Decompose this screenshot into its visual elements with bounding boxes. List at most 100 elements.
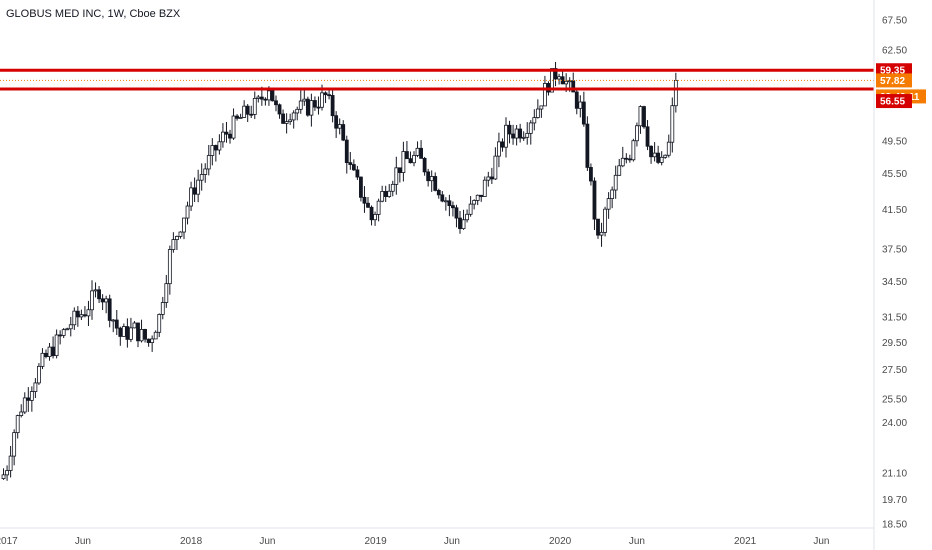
candle: [61, 328, 66, 339]
candle: [497, 132, 501, 168]
time-tick-label: 2017: [0, 536, 18, 547]
candle: [606, 192, 611, 219]
candle: [228, 129, 232, 144]
candle: [72, 307, 77, 330]
candle: [366, 196, 370, 208]
price-tick-label: 18.50: [882, 520, 907, 531]
candle: [415, 141, 420, 158]
candle: [631, 138, 636, 162]
candle: [93, 282, 98, 298]
candle: [504, 117, 508, 158]
candle: [284, 113, 289, 134]
candle: [479, 194, 484, 202]
candle: [348, 151, 353, 170]
candle: [344, 135, 349, 174]
candle: [383, 185, 388, 202]
candle: [578, 95, 583, 118]
candle: [489, 167, 494, 184]
candle: [203, 163, 208, 183]
candle: [454, 204, 459, 228]
candle: [511, 124, 515, 145]
candle: [351, 159, 356, 171]
candle: [224, 121, 229, 143]
candle: [458, 210, 462, 234]
candle: [617, 158, 622, 176]
candle: [656, 145, 661, 165]
candle: [22, 392, 27, 415]
candle: [518, 123, 523, 143]
candle: [139, 319, 144, 343]
candle: [65, 327, 70, 331]
svg-text:56.55: 56.55: [880, 97, 905, 108]
candle: [528, 120, 533, 145]
candle: [305, 96, 310, 117]
candle: [104, 295, 109, 314]
candle: [213, 144, 218, 162]
candle: [475, 194, 480, 206]
candle: [440, 191, 445, 203]
candle: [249, 105, 254, 119]
time-tick-label: 2021: [734, 536, 757, 547]
time-tick-label: Jun: [75, 536, 91, 547]
candle: [40, 348, 45, 370]
candle: [596, 218, 600, 239]
candle: [182, 217, 186, 240]
candle: [51, 336, 55, 359]
candle: [419, 140, 423, 159]
candle: [330, 88, 335, 123]
candle: [199, 163, 204, 191]
candle: [472, 199, 477, 210]
candle: [638, 105, 643, 134]
candle: [8, 445, 13, 478]
candle: [277, 103, 282, 119]
candle: [436, 188, 441, 199]
candle: [599, 222, 604, 247]
candle: [422, 156, 427, 176]
candle: [673, 72, 678, 113]
time-tick-label: 2020: [549, 536, 572, 547]
candle: [256, 94, 261, 103]
price-tick-label: 29.50: [882, 338, 907, 349]
candle: [196, 169, 201, 203]
candle: [405, 141, 409, 160]
candle: [539, 105, 544, 118]
candle: [235, 114, 239, 121]
candle: [468, 196, 473, 217]
candle: [666, 134, 671, 158]
candle: [355, 165, 360, 180]
candle: [309, 93, 314, 127]
candle: [19, 404, 24, 418]
price-tick-label: 62.50: [882, 46, 907, 57]
svg-text:59.35: 59.35: [880, 66, 905, 77]
candle: [369, 205, 374, 226]
candle: [362, 186, 367, 213]
candle: [129, 317, 133, 343]
candle: [581, 91, 586, 127]
candle: [514, 125, 519, 146]
candle: [281, 109, 285, 124]
candle: [178, 231, 183, 239]
candle: [12, 429, 17, 466]
candle: [486, 171, 491, 187]
candle: [447, 194, 452, 217]
candle: [121, 323, 126, 337]
candle: [560, 71, 565, 85]
candle: [624, 153, 629, 164]
candle: [288, 113, 293, 125]
price-tick-label: 45.50: [882, 169, 907, 180]
candle: [645, 119, 650, 151]
candle: [334, 111, 339, 138]
candle: [412, 151, 416, 167]
candle: [125, 318, 130, 348]
candle: [75, 306, 80, 327]
candle: [150, 335, 155, 352]
candle: [659, 151, 664, 166]
candle: [394, 156, 399, 195]
candle: [37, 363, 41, 385]
candle: [585, 116, 590, 171]
candle: [210, 138, 215, 166]
candle: [592, 177, 597, 231]
candle: [359, 176, 363, 202]
candle: [493, 147, 498, 180]
